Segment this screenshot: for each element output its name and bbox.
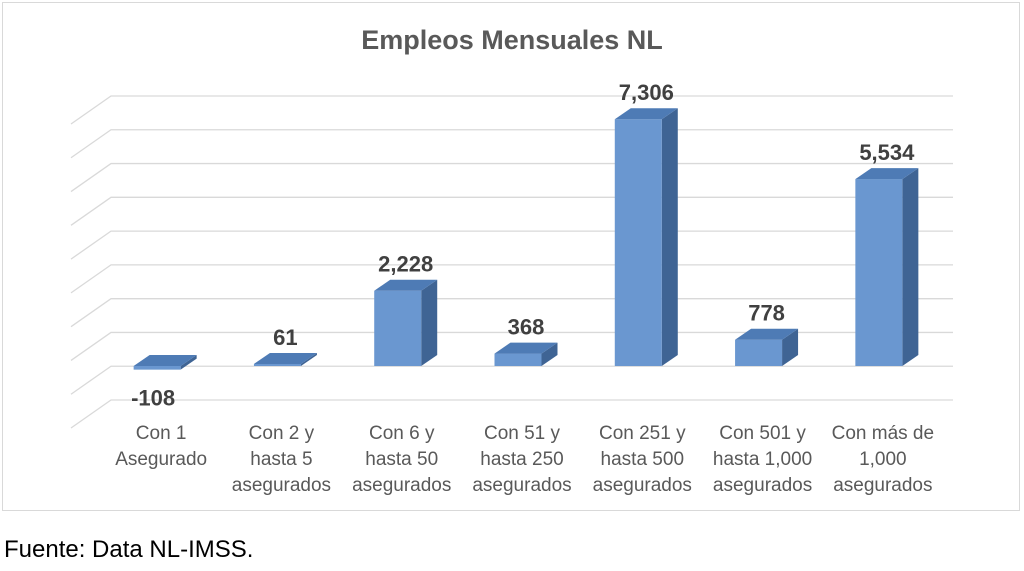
bar	[855, 179, 903, 366]
category-label: asegurados	[593, 475, 692, 496]
source-note: Fuente: Data NL-IMSS.	[4, 536, 254, 563]
category-label: asegurados	[352, 475, 451, 496]
chart-plot: -108 Con 1 Asegurado 61 Con 2 y hasta 5 asegur…	[70, 80, 953, 496]
bar-side	[180, 355, 197, 370]
category-label: hasta 5	[250, 449, 312, 470]
bar-side	[300, 352, 317, 366]
category-label: Con 6 y	[369, 423, 435, 444]
chart-title: Empleos Mensuales NL	[361, 25, 663, 55]
bar-side	[782, 328, 799, 366]
bar-side	[421, 279, 438, 366]
bar	[374, 290, 422, 366]
bar-top	[614, 108, 678, 120]
bar-top	[735, 328, 799, 340]
data-label: 5,534	[859, 140, 915, 165]
gridline	[70, 365, 953, 395]
bar-top	[253, 352, 317, 364]
category-label: hasta 50	[365, 449, 438, 470]
category-label: asegurados	[713, 475, 812, 496]
category-label: hasta 1,000	[713, 449, 812, 470]
bar-top	[374, 279, 438, 291]
bar-side	[902, 168, 919, 366]
gridline	[70, 129, 953, 159]
gridline	[70, 399, 953, 429]
category-label: hasta 250	[480, 449, 563, 470]
gridline	[70, 95, 953, 125]
category-label: Con más de	[832, 423, 934, 444]
bar-side	[661, 108, 678, 367]
category-label: asegurados	[833, 475, 932, 496]
category-label: asegurados	[472, 475, 571, 496]
bar-top	[855, 168, 919, 180]
category-label: Asegurado	[115, 449, 207, 470]
category-label: Con 51 y	[484, 423, 561, 444]
bar	[133, 366, 181, 370]
bar	[735, 339, 783, 366]
gridline	[70, 230, 953, 260]
gridline	[70, 264, 953, 294]
gridline	[70, 196, 953, 226]
bar	[253, 363, 301, 366]
bar	[614, 119, 662, 366]
data-label: -108	[131, 386, 175, 411]
category-label: asegurados	[232, 475, 331, 496]
bar-side	[541, 342, 558, 366]
bar-top	[494, 342, 558, 354]
data-label: 2,228	[378, 252, 433, 277]
data-label: 778	[748, 301, 785, 326]
category-label: Con 501 y	[719, 423, 806, 444]
data-label: 7,306	[619, 80, 674, 105]
category-label: hasta 500	[601, 449, 684, 470]
category-label: Con 1	[136, 423, 187, 444]
category-label: Con 2 y	[249, 423, 315, 444]
data-label: 368	[508, 315, 545, 340]
category-label: 1,000	[859, 449, 907, 470]
bar-top	[133, 355, 197, 366]
data-label: 61	[273, 325, 297, 350]
category-label: Con 251 y	[599, 423, 686, 444]
chart-frame: Empleos Mensuales NL -108 Con 1 Asegurado 6…	[2, 2, 1020, 511]
bar	[494, 353, 542, 366]
gridline	[70, 162, 953, 193]
